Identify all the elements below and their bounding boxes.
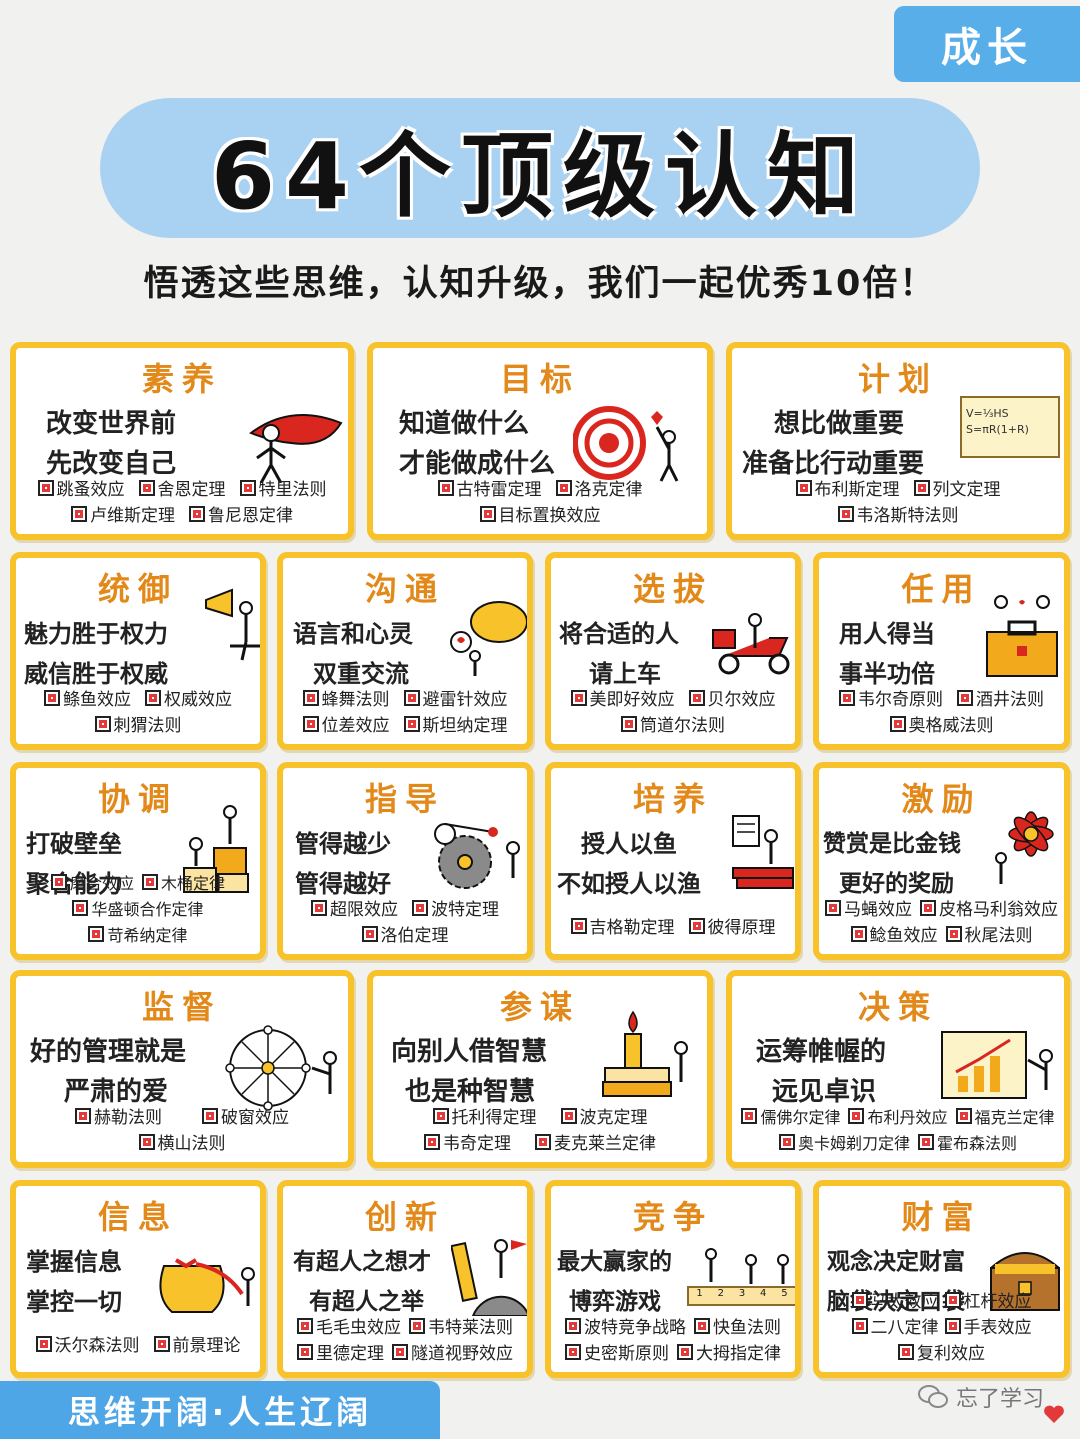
card-title: 协调 <box>97 780 178 818</box>
card-title: 监督 <box>141 988 222 1026</box>
page-title: 64个顶级认知 <box>210 122 870 230</box>
card-slogan: 魅力胜于权力 威信胜于权威 <box>24 620 168 688</box>
money-bag-icon <box>159 1258 255 1313</box>
card-title: 培养 <box>632 780 713 818</box>
pencil-icon <box>451 1239 527 1316</box>
card-xinxi: 信息 掌握信息 掌控一切 沃尔森法则 前景理论 <box>10 1180 266 1378</box>
wechat-icon <box>917 1385 948 1408</box>
card-title: 决策 <box>857 988 938 1026</box>
law-list: 沃尔森法则 前景理论 <box>22 1334 254 1358</box>
law-list: 吉格勒定理 彼得原理 <box>557 916 789 940</box>
law-list: 赫勒法则 破窗效应 横山法则 <box>22 1106 342 1156</box>
watermark: 忘了学习 <box>917 1381 1044 1413</box>
law-list: 美即好效应 贝尔效应 筒道尔法则 <box>557 688 789 738</box>
card-slogan: 将合适的人 请上车 <box>559 620 679 688</box>
law-list: 古特雷定理 洛克定律 目标置换效应 <box>379 478 701 528</box>
card-peiyang: 培养 授人以鱼 不如授人以渔 吉格勒定理 彼得原理 <box>545 762 801 960</box>
law-list: 跳蚤效应 舍恩定理 特里法则 卢维斯定理 鲁尼恩定律 <box>22 478 342 528</box>
card-caifu: 财富 观念决定财富 脑袋决定口袋 马太效应 杠杆效应 二八定律 手表效应 复利效… <box>813 1180 1070 1378</box>
card-slogan: 最大赢家的 博弈游戏 <box>557 1249 672 1315</box>
card-title: 竞争 <box>632 1198 713 1236</box>
law-list: 托利得定理 波克定理 韦奇定理 麦克莱兰定律 <box>379 1106 701 1156</box>
card-slogan: 赞赏是比金钱 更好的奖励 <box>823 831 961 897</box>
card-slogan: 语言和心灵 双重交流 <box>293 620 413 688</box>
card-slogan: 用人得当 事半功倍 <box>839 620 935 688</box>
card-chuangxin: 创新 有超人之想才 有超人之举 毛毛虫效应 韦特莱法则 里德定理 隧道视野效应 <box>277 1180 533 1378</box>
card-goutong: 沟通 语言和心灵 双重交流 蜂舞法则 避雷针效应 位差效应 斯坦纳定理 <box>277 552 533 750</box>
card-title: 激励 <box>901 780 982 818</box>
law-list: 鲦鱼效应 权威效应 刺猬法则 <box>22 688 254 738</box>
bar-chart-board-icon <box>941 1031 1053 1099</box>
card-jili: 激励 赞赏是比金钱 更好的奖励 马蝇效应 皮格马利翁效应 鲶鱼效应 秋尾法则 <box>813 762 1070 960</box>
watermark-text: 忘了学习 <box>955 1387 1044 1412</box>
law-list: 马蝇效应 皮格马利翁效应 鲶鱼效应 秋尾法则 <box>825 898 1058 948</box>
card-title: 财富 <box>901 1198 982 1236</box>
card-slogan: 掌握信息 掌控一切 <box>26 1248 122 1316</box>
law-list: 毛毛虫效应 韦特莱法则 里德定理 隧道视野效应 <box>289 1316 521 1366</box>
title-banner: 64个顶级认知 <box>100 98 980 238</box>
network-icon <box>225 1025 337 1111</box>
law-list: 布利斯定理 列文定理 韦洛斯特法则 <box>738 478 1058 528</box>
card-slogan: 向别人借智慧 也是种智慧 <box>391 1037 548 1107</box>
law-list: 蜂舞法则 避雷针效应 位差效应 斯坦纳定理 <box>289 688 521 738</box>
card-title: 选拔 <box>632 570 713 608</box>
card-renyong: 任用 用人得当 事半功倍 韦尔奇原则 酒井法则 奥格威法则 <box>813 552 1070 750</box>
card-title: 创新 <box>364 1198 445 1236</box>
heart-icon <box>1044 1405 1064 1423</box>
card-title: 目标 <box>499 360 580 398</box>
card-juece: 决策 运筹帷幄的 远见卓识 儒佛尔定律 布利丹效应 福克兰定律 奥卡姆剃刀定律 … <box>726 970 1070 1168</box>
whiteboard-icon: V=⅓HS S=πR(1+R) <box>960 396 1060 458</box>
card-jihua: 计划 想比做重要 准备比行动重要 V=⅓HS S=πR(1+R) 布利斯定理 列… <box>726 342 1070 540</box>
law-list: 超限效应 波特定理 洛伯定理 <box>289 898 521 948</box>
megaphone-icon <box>205 588 260 661</box>
card-title: 沟通 <box>364 570 445 608</box>
law-list: 韦尔奇原则 酒井法则 奥格威法则 <box>825 688 1058 738</box>
card-slogan: 管得越少 管得越好 <box>295 830 391 898</box>
law-list: 马太效应 杠杆效应 二八定律 手表效应 复利效应 <box>825 1290 1058 1366</box>
card-mubiao: 目标 知道做什么 才能做成什么 古特雷定理 洛克定律 目标置换效应 <box>367 342 713 540</box>
card-title: 素养 <box>141 360 222 398</box>
card-slogan: 授人以鱼 不如授人以渔 <box>557 830 701 898</box>
card-jiandu: 监督 好的管理就是 严肃的爱 赫勒法则 破窗效应 横山法则 <box>10 970 354 1168</box>
card-slogan: 运筹帷幄的 远见卓识 <box>756 1037 887 1107</box>
podium-icon: 1 2 3 4 5 <box>687 1286 795 1306</box>
card-title: 统御 <box>97 570 178 608</box>
superhero-icon <box>248 414 343 483</box>
gear-icon <box>434 823 520 889</box>
books-icon <box>732 815 794 889</box>
flower-icon <box>995 811 1054 884</box>
law-list: 波特竞争战略 快鱼法则 史密斯原则 大拇指定律 <box>557 1316 789 1366</box>
target-icon <box>573 406 679 482</box>
card-slogan: 好的管理就是 严肃的爱 <box>30 1037 187 1107</box>
card-xietiao: 协调 打破壁垒 聚合能力 磨合效应 木桶定律 华盛顿合作定律 苛希纳定律 <box>10 762 266 960</box>
card-slogan: 知道做什么 才能做成什么 <box>399 409 556 479</box>
card-slogan: 改变世界前 先改变自己 <box>46 409 177 479</box>
law-list: 磨合效应 木桶定律 华盛顿合作定律 苛希纳定律 <box>22 872 254 948</box>
card-title: 任用 <box>901 570 982 608</box>
card-xuanba: 选拔 将合适的人 请上车 美即好效应 贝尔效应 筒道尔法则 <box>545 552 801 750</box>
treasure-chest-icon <box>990 1252 1060 1311</box>
footer-banner: 思维开阔·人生辽阔 <box>0 1381 440 1439</box>
tag-badge: 成长 <box>894 6 1080 82</box>
card-title: 参谋 <box>499 988 580 1026</box>
card-suyang: 素养 改变世界前 先改变自己 跳蚤效应 舍恩定理 特里法则 卢维斯定理 鲁尼恩定… <box>10 342 354 540</box>
card-zhidao: 指导 管得越少 管得越好 超限效应 波特定理 洛伯定理 <box>277 762 533 960</box>
card-title: 信息 <box>97 1198 178 1236</box>
law-list: 儒佛尔定律 布利丹效应 福克兰定律 奥卡姆剃刀定律 霍布森法则 <box>738 1106 1058 1156</box>
page-subtitle: 悟透这些思维，认知升级，我们一起优秀10倍！ <box>143 264 937 304</box>
briefcase-icon <box>986 595 1058 677</box>
candle-icon <box>602 1010 688 1097</box>
card-canmou: 参谋 向别人借智慧 也是种智慧 托利得定理 波克定理 韦奇定理 麦克莱兰定律 <box>367 970 713 1168</box>
card-title: 指导 <box>364 780 445 818</box>
speech-bubble-icon <box>450 601 527 676</box>
card-tongyu: 统御 魅力胜于权力 威信胜于权威 鲦鱼效应 权威效应 刺猬法则 <box>10 552 266 750</box>
card-slogan: 有超人之想才 有超人之举 <box>293 1249 431 1315</box>
card-slogan: 想比做重要 准备比行动重要 <box>742 409 925 479</box>
card-jingzheng: 竞争 最大赢家的 博弈游戏 1 2 3 4 5 波特竞争战略 快鱼法则 史密斯原… <box>545 1180 801 1378</box>
card-title: 计划 <box>857 360 938 398</box>
scooter-icon <box>712 613 790 675</box>
runners-icon <box>705 1248 789 1284</box>
